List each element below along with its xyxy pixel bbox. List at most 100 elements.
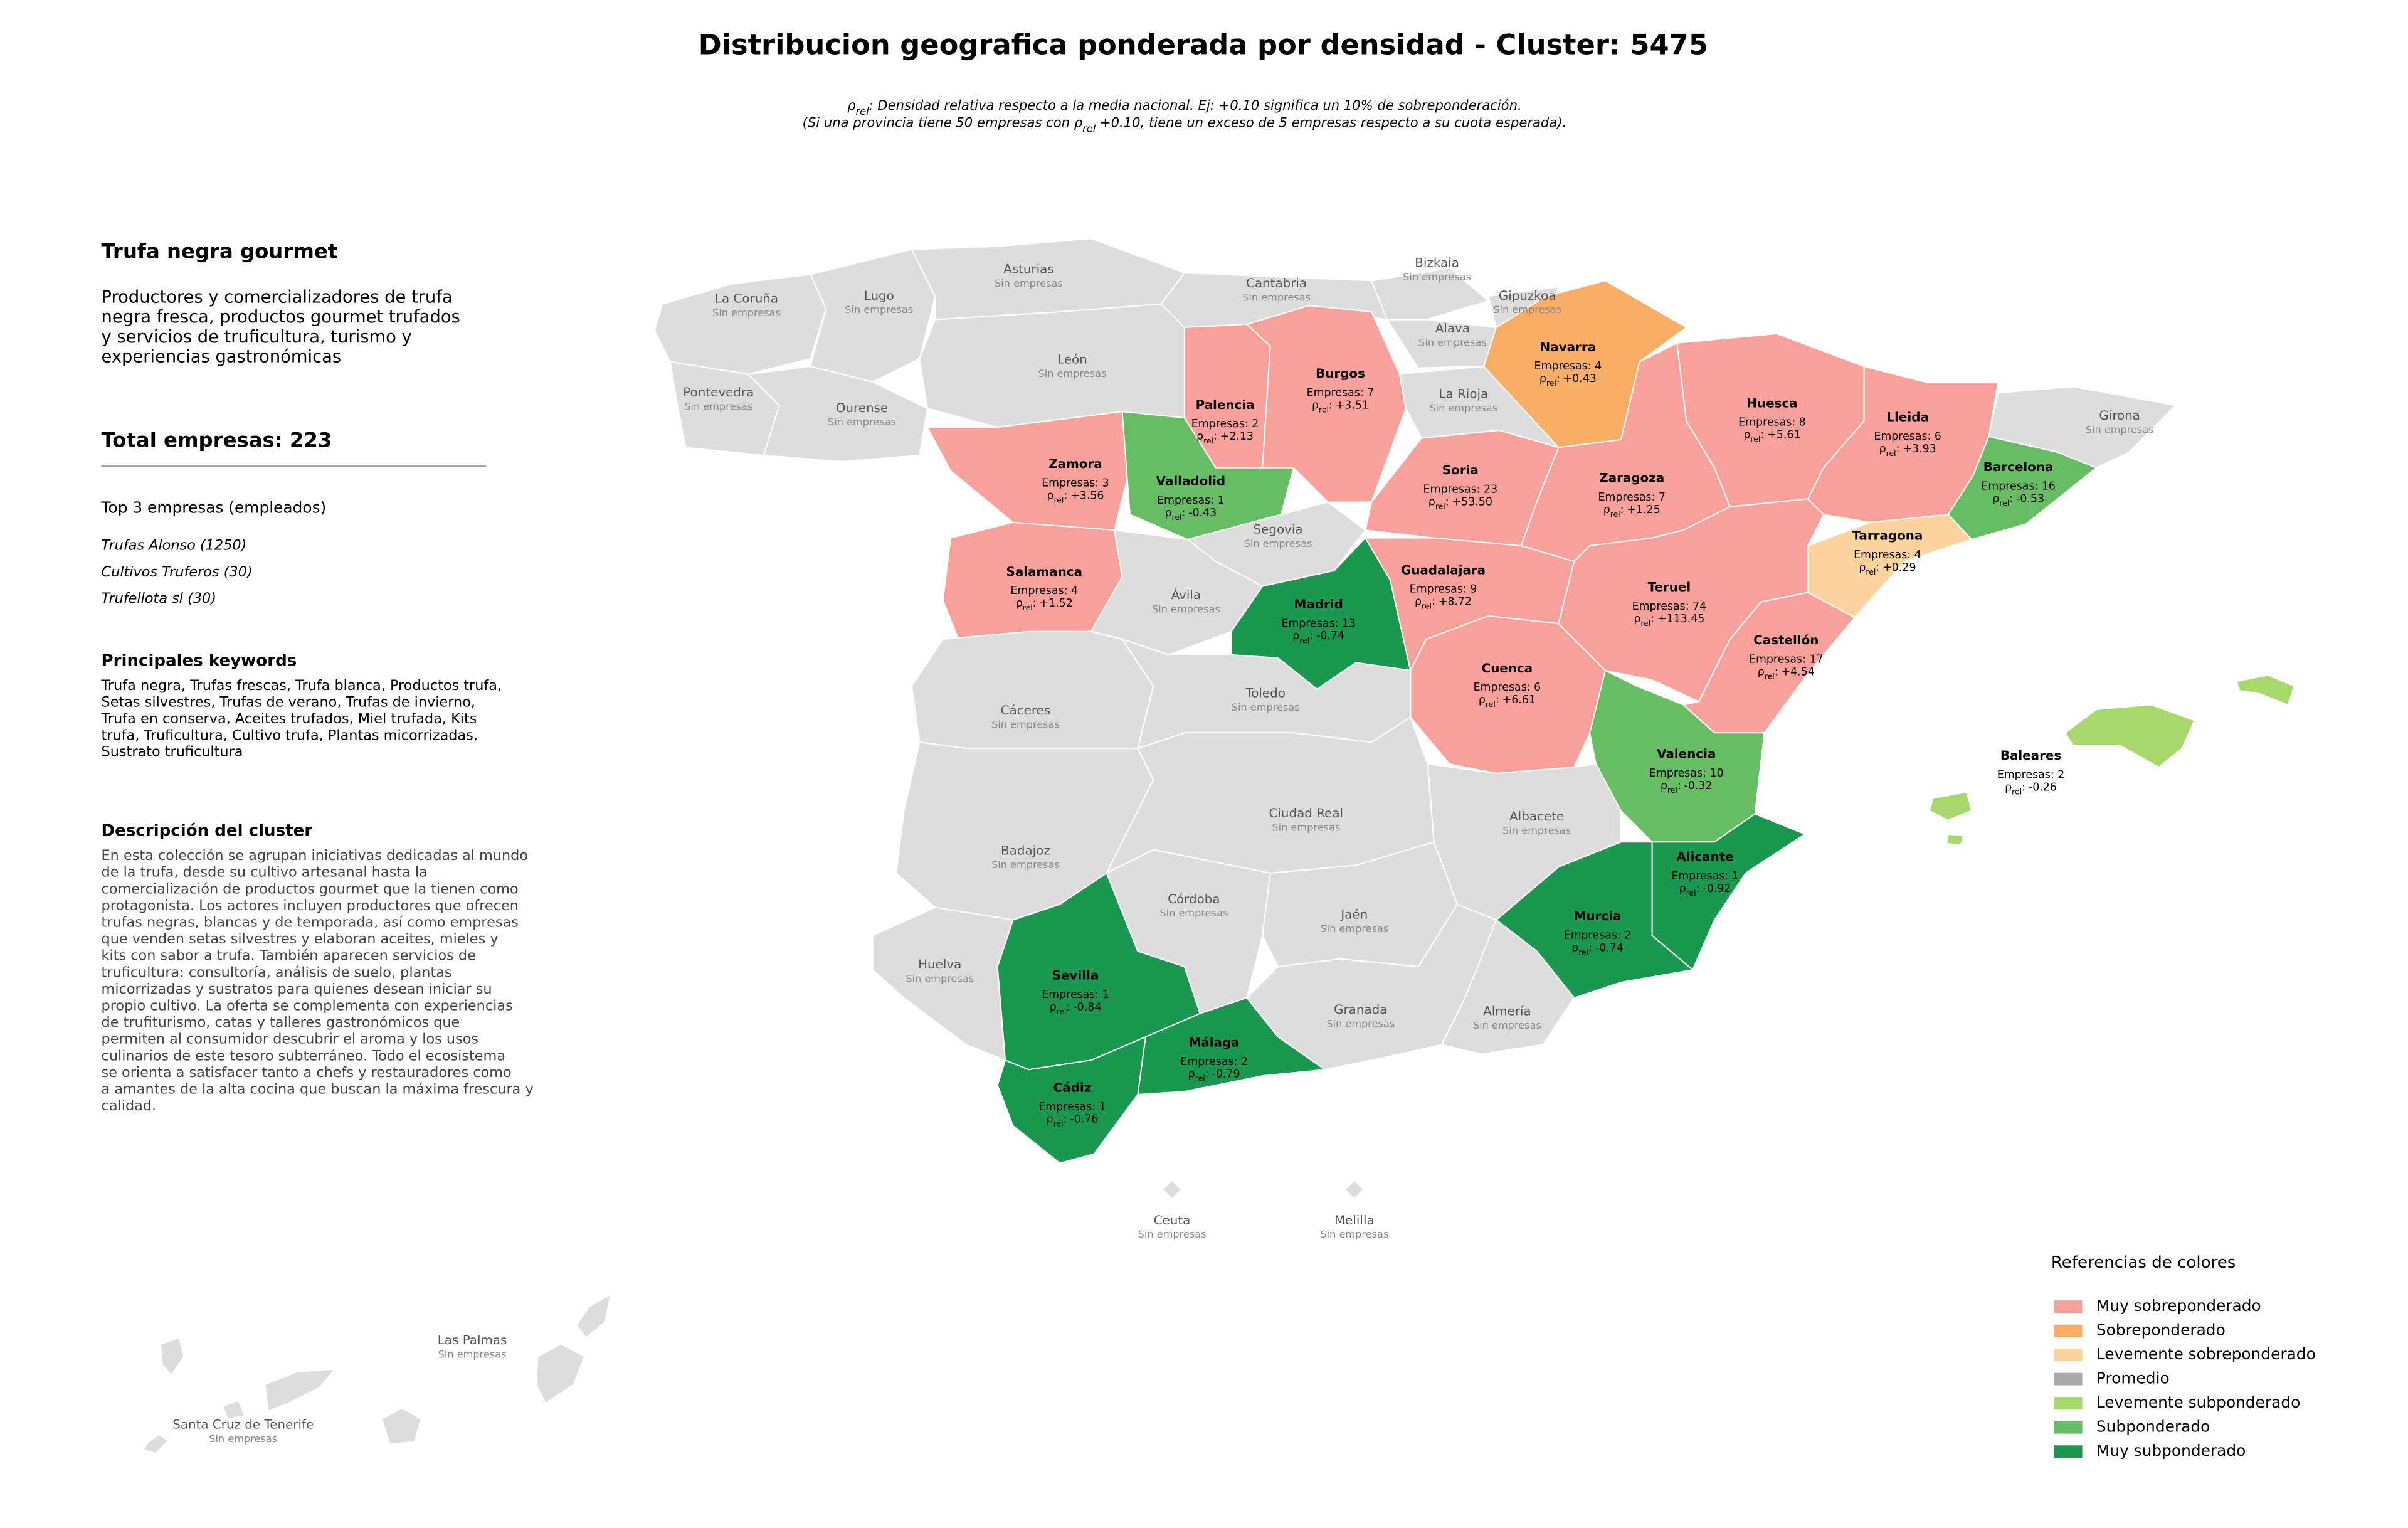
province: [159, 1337, 185, 1377]
province: [1161, 1179, 1183, 1200]
note-line: ρrel: Densidad relativa respecto a la me…: [847, 97, 1522, 117]
province-empty: Sin empresas: [712, 307, 781, 319]
rho-value: -0.76: [1070, 1113, 1098, 1126]
province-count: Empresas: 3: [1042, 477, 1109, 490]
province-name: Cádiz: [1054, 1081, 1092, 1095]
rho-value: -0.26: [2029, 781, 2057, 793]
description-title: Descripción del cluster: [102, 821, 313, 840]
panel-title: Trufa negra gourmet: [102, 240, 338, 263]
province: [264, 1368, 337, 1412]
rho-subscript: rel: [1886, 448, 1896, 458]
province-count: Empresas: 23: [1423, 484, 1498, 496]
rho-subscript: rel: [1172, 512, 1182, 522]
rho-separator: :: [1588, 942, 1592, 954]
rho-value: +2.13: [1220, 430, 1254, 443]
province-empty: Sin empresas: [1272, 821, 1340, 833]
rho-symbol: ρ: [1188, 1068, 1195, 1081]
rho-value: +0.43: [1563, 373, 1597, 385]
note-part: rel: [856, 105, 870, 117]
rho-symbol: ρ: [1879, 443, 1886, 455]
rho-symbol: ρ: [1196, 430, 1203, 443]
province: [222, 1399, 246, 1420]
province-count: Empresas: 2: [1997, 768, 2065, 781]
rho-subscript: rel: [1765, 671, 1775, 681]
rho-separator: :: [1445, 496, 1449, 508]
province-name: Albacete: [1509, 809, 1564, 824]
rho-value: -0.74: [1595, 942, 1624, 954]
province-empty: Sin empresas: [2086, 424, 2154, 436]
rho-symbol: ρ: [1571, 942, 1578, 954]
province: [1946, 833, 1965, 846]
rho-subscript: rel: [1319, 405, 1329, 414]
rho-separator: :: [1556, 373, 1560, 385]
province-count: Empresas: 7: [1307, 386, 1375, 399]
province-name: Bizkaia: [1415, 256, 1459, 270]
rho-separator: :: [1064, 1113, 1067, 1126]
description-line: permiten al consumidor descubrir el arom…: [102, 1031, 479, 1048]
keywords-line: Sustrato truficultura: [102, 744, 243, 760]
description-line: propio cultivo. La oferta se complementa…: [102, 998, 513, 1014]
description-line: En esta colección se agrupan iniciativas…: [102, 847, 528, 864]
legend-swatch: [2054, 1324, 2083, 1337]
rho-symbol: ρ: [1016, 597, 1023, 610]
province: [1370, 267, 1490, 321]
province: [576, 1293, 612, 1339]
province-empty: Sin empresas: [1403, 271, 1471, 283]
rho-value: -0.79: [1212, 1068, 1240, 1081]
rho-value: +3.93: [1903, 443, 1936, 455]
title: Distribucion geografica ponderada por de…: [699, 28, 1708, 61]
province-empty: Sin empresas: [1159, 907, 1228, 919]
province-name: Granada: [1334, 1002, 1387, 1017]
description-line: de trufiturismo, catas y talleres gastro…: [102, 1014, 460, 1031]
province-rho: ρrel: -0.32: [1661, 780, 1713, 795]
rho-subscript: rel: [1486, 699, 1496, 709]
description-line: de la trufa, desde su cultivo artesanal …: [102, 864, 428, 881]
rho-separator: :: [1064, 489, 1067, 502]
rho-separator: :: [2009, 492, 2013, 505]
province: [535, 1343, 586, 1404]
province-name: Lugo: [864, 289, 894, 303]
province-rho: ρrel: -0.53: [1992, 492, 2044, 507]
province: [746, 366, 928, 462]
province-rho: ρrel: -0.26: [2005, 781, 2057, 796]
province-rho: ρrel: -0.84: [1050, 1001, 1102, 1016]
province-name: León: [1057, 353, 1087, 367]
rho-separator: :: [1650, 613, 1654, 625]
province-rho: ρrel: -0.43: [1164, 507, 1217, 522]
rho-value: -0.84: [1073, 1001, 1101, 1014]
province-name: Sevilla: [1052, 968, 1099, 983]
description-line: trufas negras, blancas y de temporada, a…: [102, 915, 519, 931]
province-name: Navarra: [1540, 340, 1596, 354]
province: [1137, 997, 1327, 1096]
province-count: Empresas: 7: [1598, 491, 1666, 504]
province: [142, 1433, 169, 1454]
note-part: +0.10, tiene un exceso de 5 empresas res…: [1096, 114, 1566, 130]
note-part: rel: [1082, 122, 1096, 134]
rho-separator: :: [1309, 630, 1313, 642]
rho-value: +0.29: [1883, 561, 1916, 574]
province-name: La Coruña: [715, 292, 778, 306]
province-rho: ρrel: +5.61: [1743, 429, 1800, 444]
top-title: Top 3 empresas (empleados): [101, 498, 327, 516]
province-name: Burgos: [1316, 366, 1365, 381]
rho-symbol: ρ: [1312, 399, 1319, 411]
province-name: Cantabria: [1246, 276, 1307, 290]
legend-label: Levemente sobreponderado: [2096, 1345, 2316, 1363]
rho-symbol: ρ: [1047, 1113, 1054, 1126]
province-name: Valencia: [1657, 747, 1716, 761]
province-shapes: [142, 238, 2295, 1454]
legend-label: Levemente subponderado: [2096, 1393, 2300, 1411]
province-name: Soria: [1442, 463, 1479, 477]
province-name: Ávila: [1171, 588, 1201, 602]
province: [2236, 674, 2295, 706]
province-rho: ρrel: -0.74: [1571, 942, 1624, 957]
province: [1440, 918, 1575, 1055]
province-empty: Sin empresas: [1232, 701, 1300, 713]
legend-label: Muy subponderado: [2096, 1441, 2246, 1460]
province-name: Málaga: [1189, 1035, 1240, 1049]
top-item: Cultivos Truferos (30): [102, 564, 253, 580]
province-name: Murcia: [1574, 909, 1622, 923]
province-count: Empresas: 74: [1632, 600, 1707, 613]
rho-separator: :: [1033, 597, 1037, 610]
